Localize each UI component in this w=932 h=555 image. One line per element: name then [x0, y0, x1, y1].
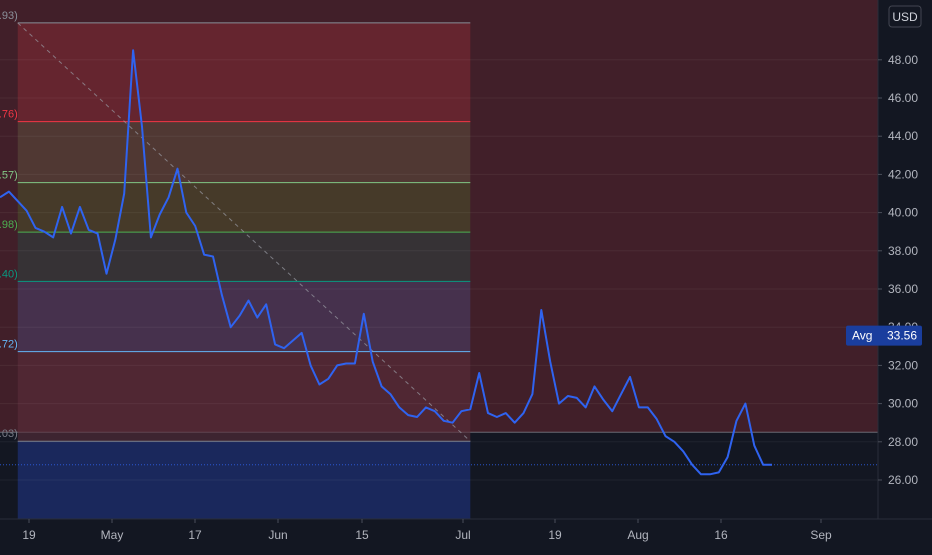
y-tick-label: 44.00: [888, 129, 918, 143]
fib-band: [17, 351, 471, 442]
fib-level-label: 0.236(44.76): [0, 109, 18, 121]
fib-band: [17, 22, 471, 122]
fibonacci-retracement[interactable]: 0(49.93) 0.236(44.76) 0.382(41.57) 0.5(38.9…: [0, 10, 471, 519]
y-tick-label: 46.00: [888, 91, 918, 105]
y-tick-label: 48.00: [888, 53, 918, 67]
x-tick-label: May: [101, 528, 124, 542]
fib-band: [17, 182, 471, 233]
fib-band: [17, 441, 471, 519]
fib-level-label: 0(49.93): [0, 10, 18, 22]
y-tick-label: 40.00: [888, 206, 918, 220]
fib-band: [17, 121, 471, 183]
fib-band: [17, 232, 471, 282]
avg-value: 33.56: [887, 329, 917, 343]
fib-level-label: 0.786(32.72): [0, 339, 18, 351]
y-tick-label: 36.00: [888, 282, 918, 296]
currency-badge[interactable]: USD: [888, 5, 922, 28]
fib-level-label: 0.382(41.57): [0, 170, 18, 182]
x-tick-label: 19: [22, 528, 36, 542]
x-tick-label: Sep: [810, 528, 832, 542]
fib-trend-line: [17, 22, 471, 442]
series-group: [0, 49, 772, 476]
fib-level-label: 0.5(38.98): [0, 219, 18, 231]
grid-lines: [0, 59, 878, 481]
x-tick-label: Jun: [268, 528, 287, 542]
avg-label: Avg: [852, 329, 872, 343]
x-tick-label: 16: [714, 528, 728, 542]
y-tick-label: 42.00: [888, 167, 918, 181]
y-tick-label: 30.00: [888, 397, 918, 411]
x-axis-background: [0, 519, 932, 550]
currency-badge-box: [888, 5, 922, 28]
x-tick-label: Jul: [455, 528, 470, 542]
x-tick-label: 19: [548, 528, 562, 542]
y-tick-label: 28.00: [888, 435, 918, 449]
y-tick-label: 38.00: [888, 244, 918, 258]
fib-band: [17, 281, 471, 352]
y-tick-label: 26.00: [888, 473, 918, 487]
series-line[interactable]: [0, 49, 772, 476]
x-tick-label: 15: [355, 528, 369, 542]
currency-label: USD: [892, 10, 918, 24]
y-tick-label: 32.00: [888, 358, 918, 372]
avg-badge-box: [846, 325, 922, 346]
fib-level-label: 1(28.03): [0, 428, 18, 440]
avg-badge: Avg 33.56: [846, 325, 922, 346]
x-tick-label: 17: [188, 528, 202, 542]
fib-level-label: 0.618(36.40): [0, 268, 18, 280]
x-tick-label: Aug: [627, 528, 648, 542]
